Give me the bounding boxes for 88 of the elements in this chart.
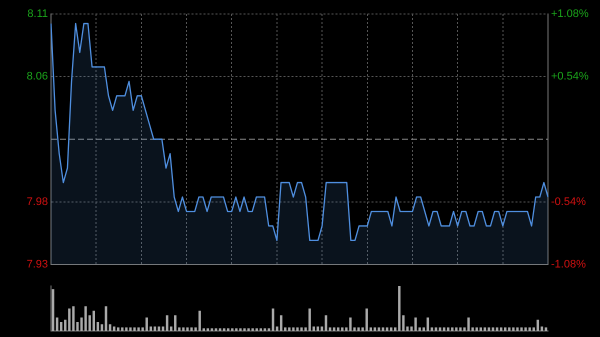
bar — [206, 328, 210, 331]
bar — [222, 328, 226, 331]
bar — [442, 327, 446, 331]
bar — [72, 306, 75, 331]
bar — [68, 308, 71, 331]
bar — [524, 327, 527, 331]
bar — [365, 308, 368, 331]
bar — [516, 327, 519, 331]
bar — [386, 327, 388, 331]
bar — [190, 327, 193, 331]
bar — [378, 327, 380, 331]
bar — [349, 318, 352, 331]
bar — [251, 328, 254, 331]
bar — [341, 327, 344, 331]
bar — [296, 327, 299, 331]
bar — [125, 327, 128, 331]
bar — [467, 318, 470, 331]
bar — [116, 327, 120, 331]
bar — [336, 327, 340, 331]
bar — [544, 327, 548, 331]
bar — [146, 318, 148, 331]
bar — [504, 327, 506, 331]
bar — [158, 326, 160, 331]
bar — [512, 327, 515, 331]
bar — [174, 315, 176, 331]
bar — [496, 327, 498, 331]
bar — [438, 327, 442, 331]
bar — [84, 306, 87, 331]
bar — [260, 328, 262, 331]
bar — [536, 320, 540, 331]
y2-tick-label: -0.54% — [551, 196, 586, 208]
bar — [235, 328, 238, 331]
bar — [226, 328, 230, 331]
bar — [231, 328, 234, 331]
y2-tick-label: +0.54% — [551, 70, 589, 83]
bar — [264, 328, 266, 331]
bar — [414, 318, 417, 331]
bar — [239, 328, 242, 331]
bar — [288, 327, 291, 331]
bar — [108, 324, 112, 331]
bar — [182, 327, 185, 331]
bar — [434, 327, 438, 331]
y-tick-label: 7.98 — [26, 196, 48, 208]
bar — [446, 327, 450, 331]
bar — [121, 327, 124, 331]
bar — [247, 328, 250, 331]
bar — [374, 327, 376, 331]
bar — [451, 327, 454, 331]
bar — [484, 327, 486, 331]
bar — [292, 327, 295, 331]
y-tick-label: 8.06 — [26, 70, 48, 83]
bar — [154, 326, 156, 331]
bar — [268, 328, 270, 331]
bar — [256, 328, 258, 331]
bar — [280, 315, 282, 331]
bar — [316, 326, 320, 331]
bar — [210, 328, 214, 331]
bar — [398, 286, 401, 331]
bar — [308, 308, 311, 331]
bar — [390, 327, 392, 331]
bar — [112, 326, 116, 331]
bar — [332, 327, 336, 331]
bar — [100, 324, 104, 331]
bar — [357, 327, 360, 331]
y2-tick-label: +1.08% — [551, 8, 589, 20]
bar — [480, 327, 482, 331]
bar — [475, 327, 478, 331]
bar — [137, 327, 140, 331]
bar — [328, 327, 332, 331]
y-tick-label: 7.93 — [26, 258, 48, 270]
bar — [129, 327, 132, 331]
bar — [218, 328, 222, 331]
bar — [300, 327, 303, 331]
bar — [508, 327, 511, 331]
bar — [426, 318, 430, 331]
bar — [455, 327, 458, 331]
bar — [488, 327, 490, 331]
y-tick-label: 8.11 — [27, 8, 48, 20]
bar — [92, 310, 95, 331]
bar — [459, 327, 462, 331]
bar — [198, 310, 201, 331]
bar — [528, 327, 531, 331]
bar — [320, 326, 324, 331]
y2-tick-label: -1.08% — [551, 258, 586, 270]
bar — [186, 327, 189, 331]
bar — [500, 327, 502, 331]
bar — [166, 315, 168, 331]
bar — [52, 289, 54, 331]
